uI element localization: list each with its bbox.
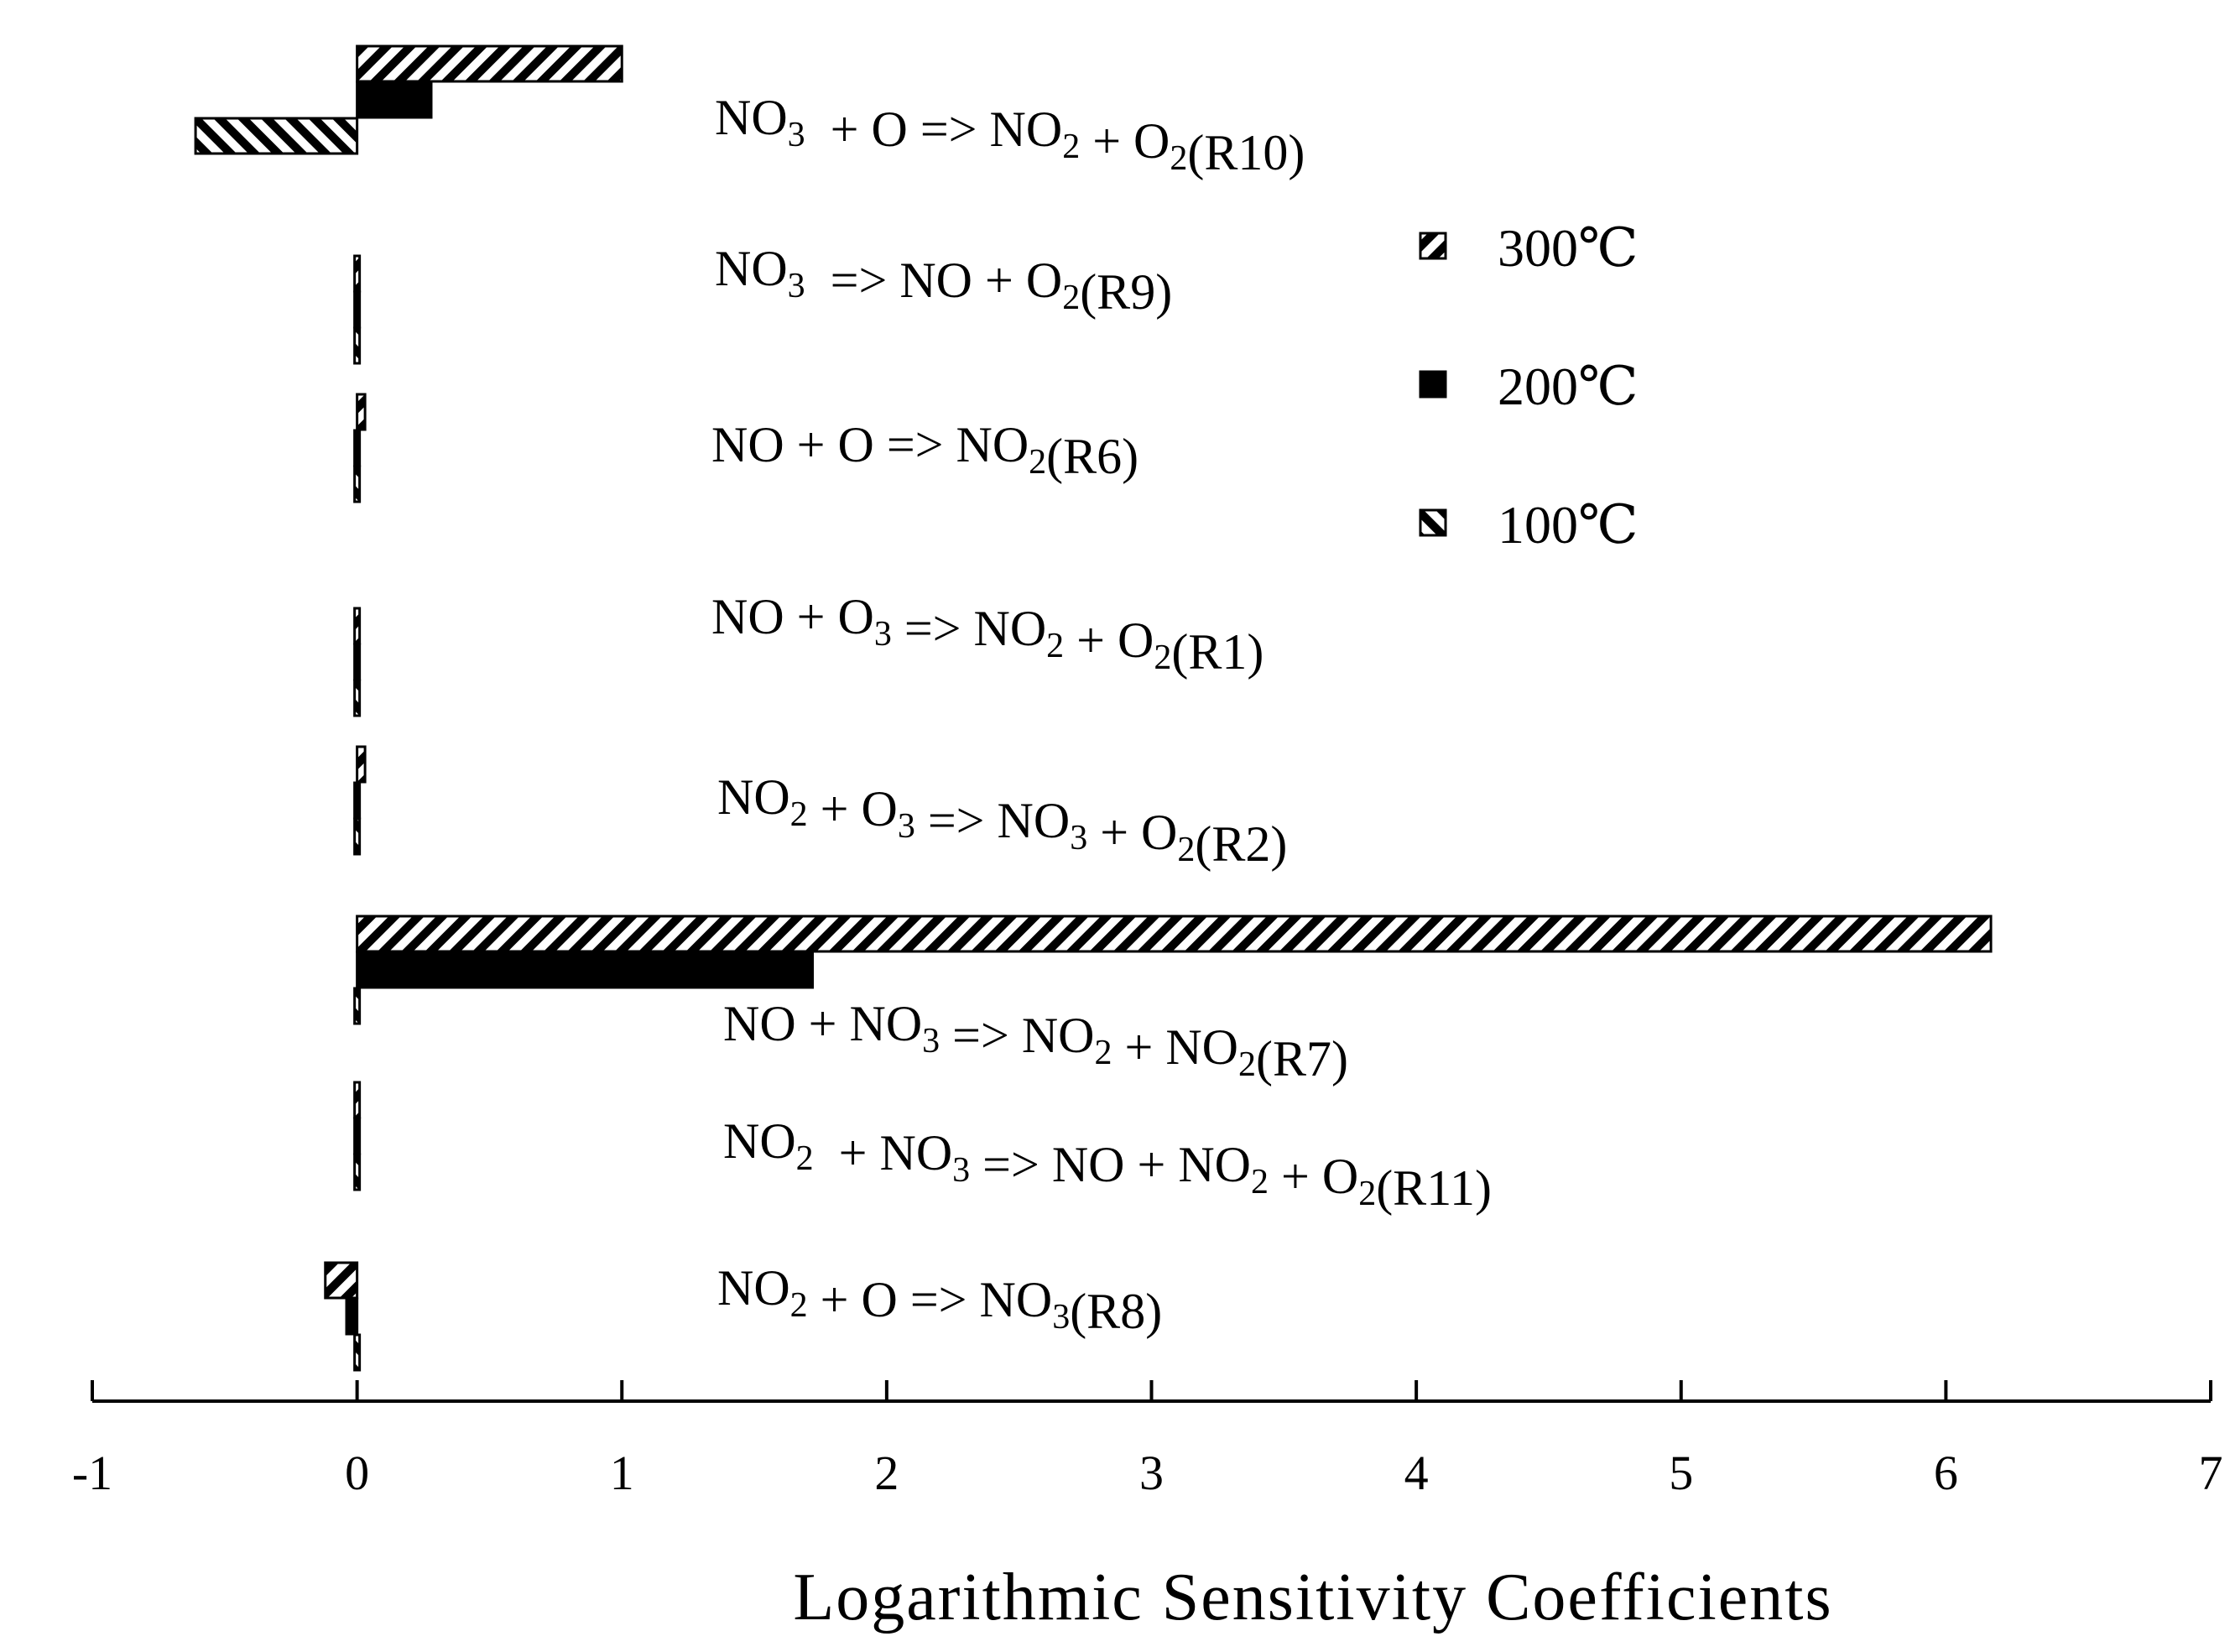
x-axis-title: Logarithmic Sensitivity Coefficients — [793, 1561, 1832, 1634]
bar-1-2 — [353, 254, 362, 293]
reaction-label-5: NO2 + O3 => NO3 + O2(R2) — [717, 769, 1287, 872]
legend-label-2: 200℃ — [1498, 357, 1639, 416]
x-tick-label-9: 7 — [2199, 1446, 2223, 1500]
x-tick-label-5: 3 — [1139, 1446, 1164, 1500]
bar-1-1 — [356, 44, 623, 83]
x-tick-label-2: 0 — [345, 1446, 369, 1500]
bar-1-8 — [324, 1261, 359, 1300]
bar-3-5 — [353, 817, 362, 856]
bars — [194, 44, 1993, 1372]
reaction-label-4: NO + O3 => NO2 + O2(R1) — [711, 589, 1263, 680]
legend-swatch-1 — [1419, 232, 1447, 260]
bar-3-4 — [353, 679, 362, 717]
bar-1-3 — [356, 393, 367, 431]
legend-label-3: 100℃ — [1498, 495, 1639, 555]
x-tick-label-1: -1 — [72, 1446, 112, 1500]
bar-2-5 — [353, 781, 362, 820]
reaction-label-3: NO + O => NO2(R6) — [711, 417, 1138, 484]
bar-1-5 — [356, 745, 367, 784]
bar-2-2 — [353, 290, 362, 329]
bar-2-8 — [345, 1297, 359, 1336]
x-tick-label-7: 5 — [1669, 1446, 1693, 1500]
bar-3-1 — [194, 117, 359, 155]
bar-3-6 — [353, 987, 362, 1025]
bar-1-4 — [353, 607, 362, 645]
legend: 300℃ 200℃ 100℃ — [1419, 218, 1639, 555]
reaction-labels: NO3 + O => NO2 + O2(R10) NO3 => NO + O2(R… — [711, 90, 1492, 1339]
bar-1-6 — [356, 915, 1993, 953]
reaction-label-8: NO2 + O => NO3(R8) — [717, 1260, 1162, 1339]
bar-3-2 — [353, 326, 362, 365]
x-tick-label-6: 4 — [1404, 1446, 1429, 1500]
bar-3-8 — [353, 1333, 362, 1372]
bar-2-7 — [353, 1117, 362, 1155]
bar-3-3 — [353, 465, 362, 503]
legend-swatch-2 — [1419, 370, 1447, 399]
legend-swatch-3 — [1419, 508, 1447, 537]
reaction-label-7: NO2 + NO3 => NO + NO2 + O2(R11) — [723, 1113, 1492, 1216]
reaction-label-6: NO + NO3 => NO2 + NO2(R7) — [723, 996, 1348, 1087]
x-axis: -1 0 1 2 3 4 5 6 7 — [72, 1380, 2223, 1500]
x-tick-label-8: 6 — [1934, 1446, 1958, 1500]
bar-2-4 — [353, 643, 362, 681]
bar-2-6 — [356, 951, 814, 989]
bar-1-7 — [353, 1081, 362, 1119]
bar-3-7 — [353, 1153, 362, 1191]
bar-2-1 — [356, 81, 433, 119]
legend-label-1: 300℃ — [1498, 218, 1639, 278]
bar-2-3 — [353, 429, 362, 467]
x-tick-label-4: 2 — [874, 1446, 899, 1500]
x-tick-label-3: 1 — [610, 1446, 634, 1500]
reaction-label-1: NO3 + O => NO2 + O2(R10) — [715, 90, 1305, 180]
reaction-label-2: NO3 => NO + O2(R9) — [715, 241, 1172, 320]
